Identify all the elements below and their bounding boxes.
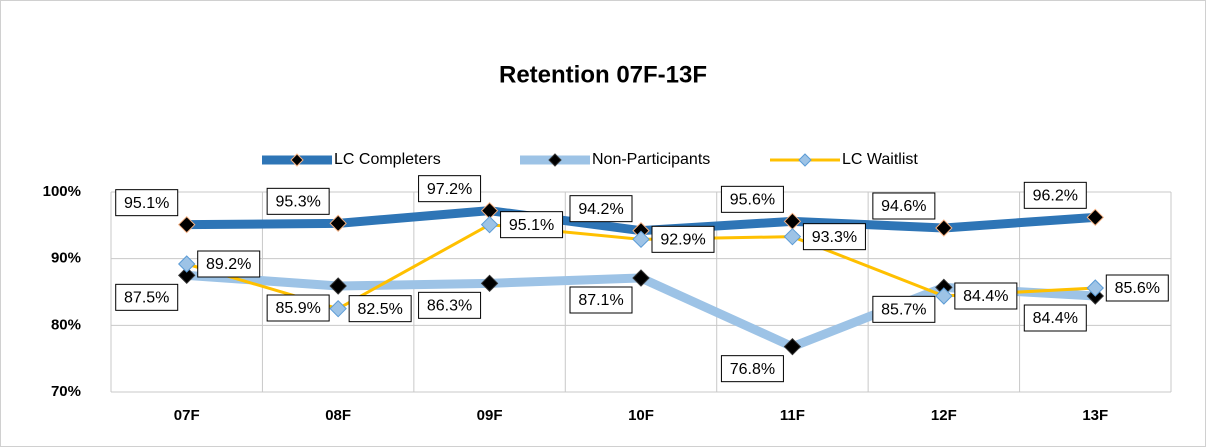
data-label: 93.3% bbox=[812, 229, 857, 246]
data-label: 94.2% bbox=[578, 201, 623, 218]
data-label-group: 94.6% bbox=[872, 192, 936, 220]
data-label-group: 84.4% bbox=[1023, 304, 1087, 332]
data-label: 85.7% bbox=[881, 302, 926, 319]
data-label: 92.9% bbox=[660, 232, 705, 249]
data-label: 89.2% bbox=[206, 256, 251, 273]
data-label-box bbox=[569, 286, 633, 314]
data-point bbox=[480, 215, 499, 234]
data-label: 96.2% bbox=[1033, 188, 1078, 205]
data-point bbox=[935, 219, 953, 237]
x-tick-label: 07F bbox=[174, 407, 200, 424]
legend-label: LC Waitlist bbox=[842, 151, 918, 168]
data-label-box bbox=[872, 192, 936, 220]
data-label-box bbox=[348, 295, 412, 323]
data-label-group: 95.6% bbox=[720, 185, 784, 213]
data-label-group: 95.1% bbox=[115, 189, 179, 217]
legend-label: Non-Participants bbox=[592, 151, 710, 168]
data-label-box bbox=[115, 283, 179, 311]
data-label: 95.1% bbox=[509, 217, 554, 234]
data-point bbox=[329, 214, 347, 233]
legend-marker bbox=[290, 153, 304, 167]
legend-marker bbox=[548, 153, 562, 167]
data-label: 86.3% bbox=[427, 298, 472, 315]
data-point bbox=[1086, 279, 1104, 297]
data-label-box bbox=[802, 223, 866, 251]
data-label-box bbox=[418, 175, 482, 203]
data-label-group: 85.6% bbox=[1105, 274, 1169, 302]
data-label-group: 87.5% bbox=[115, 283, 179, 311]
data-label: 82.5% bbox=[357, 301, 402, 318]
data-label-group: 94.2% bbox=[569, 195, 633, 223]
y-tick-label: 100% bbox=[43, 183, 81, 200]
data-label: 87.5% bbox=[124, 290, 169, 307]
data-label-group: 89.2% bbox=[197, 250, 261, 278]
data-point bbox=[783, 227, 802, 246]
x-tick-label: 11F bbox=[780, 407, 805, 424]
data-label-box bbox=[266, 294, 330, 322]
data-point bbox=[1086, 208, 1104, 227]
data-label-group: 85.7% bbox=[872, 295, 936, 323]
data-point bbox=[178, 255, 196, 273]
data-point bbox=[329, 299, 347, 318]
data-label-box bbox=[418, 291, 482, 319]
data-label-group: 92.9% bbox=[651, 225, 715, 253]
data-label-box bbox=[651, 225, 715, 253]
data-label: 84.4% bbox=[1033, 310, 1078, 327]
data-label-box bbox=[872, 295, 936, 323]
data-point bbox=[632, 269, 650, 287]
data-label-box bbox=[115, 189, 179, 217]
data-label-box bbox=[720, 185, 784, 213]
data-label-group: 93.3% bbox=[802, 223, 866, 251]
data-label: 85.9% bbox=[275, 300, 320, 317]
data-label-group: 87.1% bbox=[569, 286, 633, 314]
data-label: 97.2% bbox=[427, 181, 472, 198]
data-label-box bbox=[954, 282, 1018, 310]
y-tick-label: 80% bbox=[51, 316, 81, 333]
data-label-group: 95.3% bbox=[266, 187, 330, 215]
data-label: 87.1% bbox=[578, 292, 623, 309]
data-label: 95.3% bbox=[275, 194, 320, 211]
data-label: 76.8% bbox=[730, 361, 775, 378]
data-label: 95.1% bbox=[124, 195, 169, 212]
data-label-group: 82.5% bbox=[348, 295, 412, 323]
data-label: 95.6% bbox=[730, 192, 775, 209]
data-label-group: 95.1% bbox=[500, 211, 564, 239]
data-label-group: 97.2% bbox=[418, 175, 482, 203]
x-tick-label: 10F bbox=[628, 407, 654, 424]
data-label-box bbox=[197, 250, 261, 278]
data-label-box bbox=[569, 195, 633, 223]
legend-marker bbox=[798, 153, 812, 167]
data-point bbox=[632, 230, 650, 249]
data-label-group: 96.2% bbox=[1023, 181, 1087, 209]
data-label-box bbox=[720, 355, 784, 383]
data-label-group: 76.8% bbox=[720, 355, 784, 383]
data-label-box bbox=[1023, 304, 1087, 332]
data-point bbox=[178, 215, 196, 234]
y-tick-label: 70% bbox=[51, 383, 81, 400]
x-tick-label: 13F bbox=[1082, 407, 1108, 424]
data-label-box bbox=[1105, 274, 1169, 302]
data-label-box bbox=[1023, 181, 1087, 209]
x-tick-label: 12F bbox=[931, 407, 957, 424]
data-label-group: 85.9% bbox=[266, 294, 330, 322]
y-tick-label: 90% bbox=[51, 250, 81, 267]
data-label: 84.4% bbox=[963, 288, 1008, 305]
data-label-group: 86.3% bbox=[418, 291, 482, 319]
data-label: 85.6% bbox=[1115, 280, 1160, 297]
x-tick-label: 08F bbox=[325, 407, 351, 424]
chart-title: Retention 07F-13F bbox=[499, 61, 707, 88]
data-point bbox=[480, 274, 499, 293]
data-label-group: 84.4% bbox=[954, 282, 1018, 310]
data-label: 94.6% bbox=[881, 198, 926, 215]
x-tick-label: 09F bbox=[477, 407, 503, 424]
data-point bbox=[783, 337, 802, 356]
data-point bbox=[935, 287, 953, 305]
data-point bbox=[178, 266, 196, 285]
data-label-box bbox=[266, 187, 330, 215]
legend-label: LC Completers bbox=[334, 151, 441, 168]
data-label-box bbox=[500, 211, 564, 239]
data-point bbox=[329, 277, 347, 295]
